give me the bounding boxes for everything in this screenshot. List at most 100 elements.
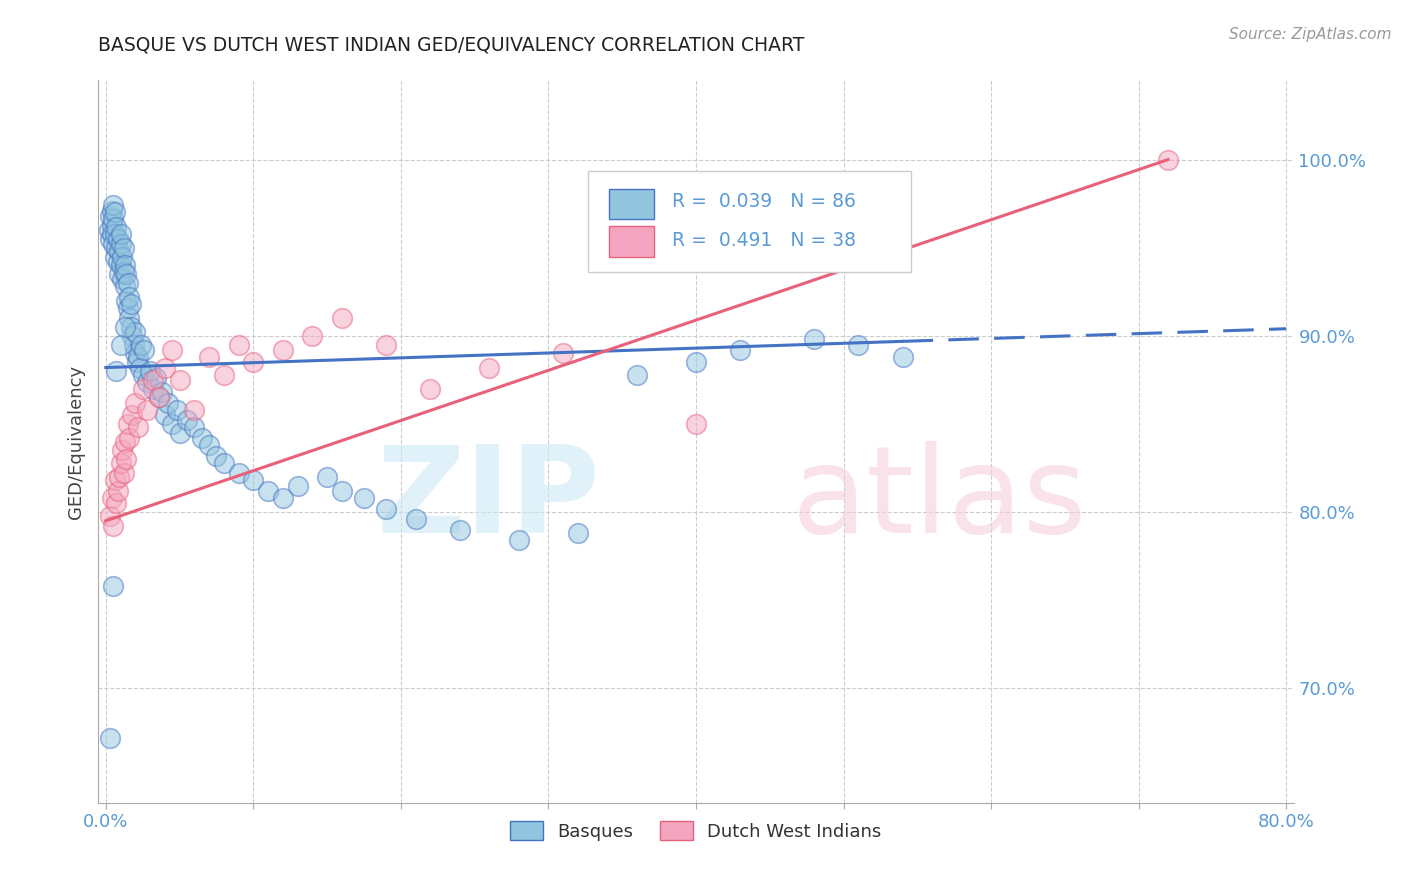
Point [112, 265, 135, 279]
Point [114, 434, 136, 449]
Point [553, 346, 575, 360]
Point [405, 512, 427, 526]
Point [101, 237, 124, 252]
Point [118, 311, 141, 326]
Point [127, 350, 149, 364]
Point [198, 438, 221, 452]
Point [153, 360, 176, 375]
Point [127, 420, 149, 434]
Point [183, 420, 205, 434]
Point [97, 223, 120, 237]
Point [169, 425, 191, 440]
Point [124, 326, 146, 340]
Point [115, 267, 138, 281]
Point [228, 337, 250, 351]
Point [110, 337, 132, 351]
Point [110, 258, 132, 272]
Point [115, 293, 138, 308]
Legend: Basques, Dutch West Indians: Basques, Dutch West Indians [503, 814, 889, 848]
Point [105, 219, 128, 234]
Point [183, 402, 205, 417]
Point [129, 337, 152, 351]
Text: R =  0.491   N = 38: R = 0.491 N = 38 [672, 231, 856, 250]
Text: BASQUE VS DUTCH WEST INDIAN GED/EQUIVALENCY CORRELATION CHART: BASQUE VS DUTCH WEST INDIAN GED/EQUIVALE… [98, 36, 804, 54]
Point [150, 385, 173, 400]
Point [136, 375, 159, 389]
Point [567, 526, 589, 541]
Point [104, 250, 127, 264]
Text: Source: ZipAtlas.com: Source: ZipAtlas.com [1229, 27, 1392, 42]
Point [419, 382, 441, 396]
Point [242, 355, 264, 369]
Point [198, 350, 221, 364]
Point [271, 343, 294, 357]
Point [111, 272, 134, 286]
Point [449, 523, 471, 537]
Point [105, 496, 128, 510]
Text: atlas: atlas [792, 441, 1087, 558]
Point [478, 360, 501, 375]
Point [287, 478, 309, 492]
Point [142, 373, 165, 387]
Point [160, 343, 183, 357]
FancyBboxPatch shape [609, 227, 654, 257]
Point [316, 470, 339, 484]
Point [100, 218, 122, 232]
Point [148, 391, 170, 405]
Text: ZIP: ZIP [377, 441, 600, 558]
Point [114, 258, 136, 272]
Point [139, 364, 162, 378]
Point [107, 254, 129, 268]
Point [508, 533, 530, 548]
Point [136, 402, 159, 417]
Point [125, 355, 148, 369]
Point [148, 391, 170, 405]
Point [190, 431, 212, 445]
Point [124, 396, 146, 410]
Point [131, 382, 153, 396]
Point [142, 382, 165, 396]
Point [330, 483, 353, 498]
Point [115, 452, 138, 467]
Point [153, 408, 176, 422]
Point [1157, 153, 1180, 167]
Point [100, 491, 122, 505]
Point [112, 467, 135, 481]
Point [166, 402, 188, 417]
Point [112, 241, 135, 255]
Point [122, 337, 145, 351]
Point [100, 203, 122, 218]
Point [685, 417, 707, 431]
Point [271, 491, 294, 505]
Point [101, 198, 124, 212]
Point [110, 237, 132, 252]
Point [118, 290, 141, 304]
Point [98, 232, 121, 246]
Point [107, 483, 129, 498]
Point [117, 276, 139, 290]
Point [145, 371, 167, 385]
Point [111, 443, 134, 458]
Point [108, 244, 131, 259]
Point [375, 337, 398, 351]
Point [176, 413, 198, 427]
Point [100, 227, 122, 241]
Point [98, 209, 121, 223]
FancyBboxPatch shape [609, 188, 654, 219]
FancyBboxPatch shape [589, 170, 911, 272]
Point [108, 470, 131, 484]
Point [110, 456, 132, 470]
Point [117, 301, 139, 315]
Point [118, 431, 141, 445]
Point [330, 311, 353, 326]
Point [626, 368, 648, 382]
Point [257, 483, 280, 498]
Point [205, 449, 228, 463]
Point [301, 328, 323, 343]
Point [104, 473, 127, 487]
Point [212, 368, 235, 382]
Point [728, 343, 751, 357]
Point [353, 491, 375, 505]
Point [105, 364, 128, 378]
Point [111, 250, 134, 264]
